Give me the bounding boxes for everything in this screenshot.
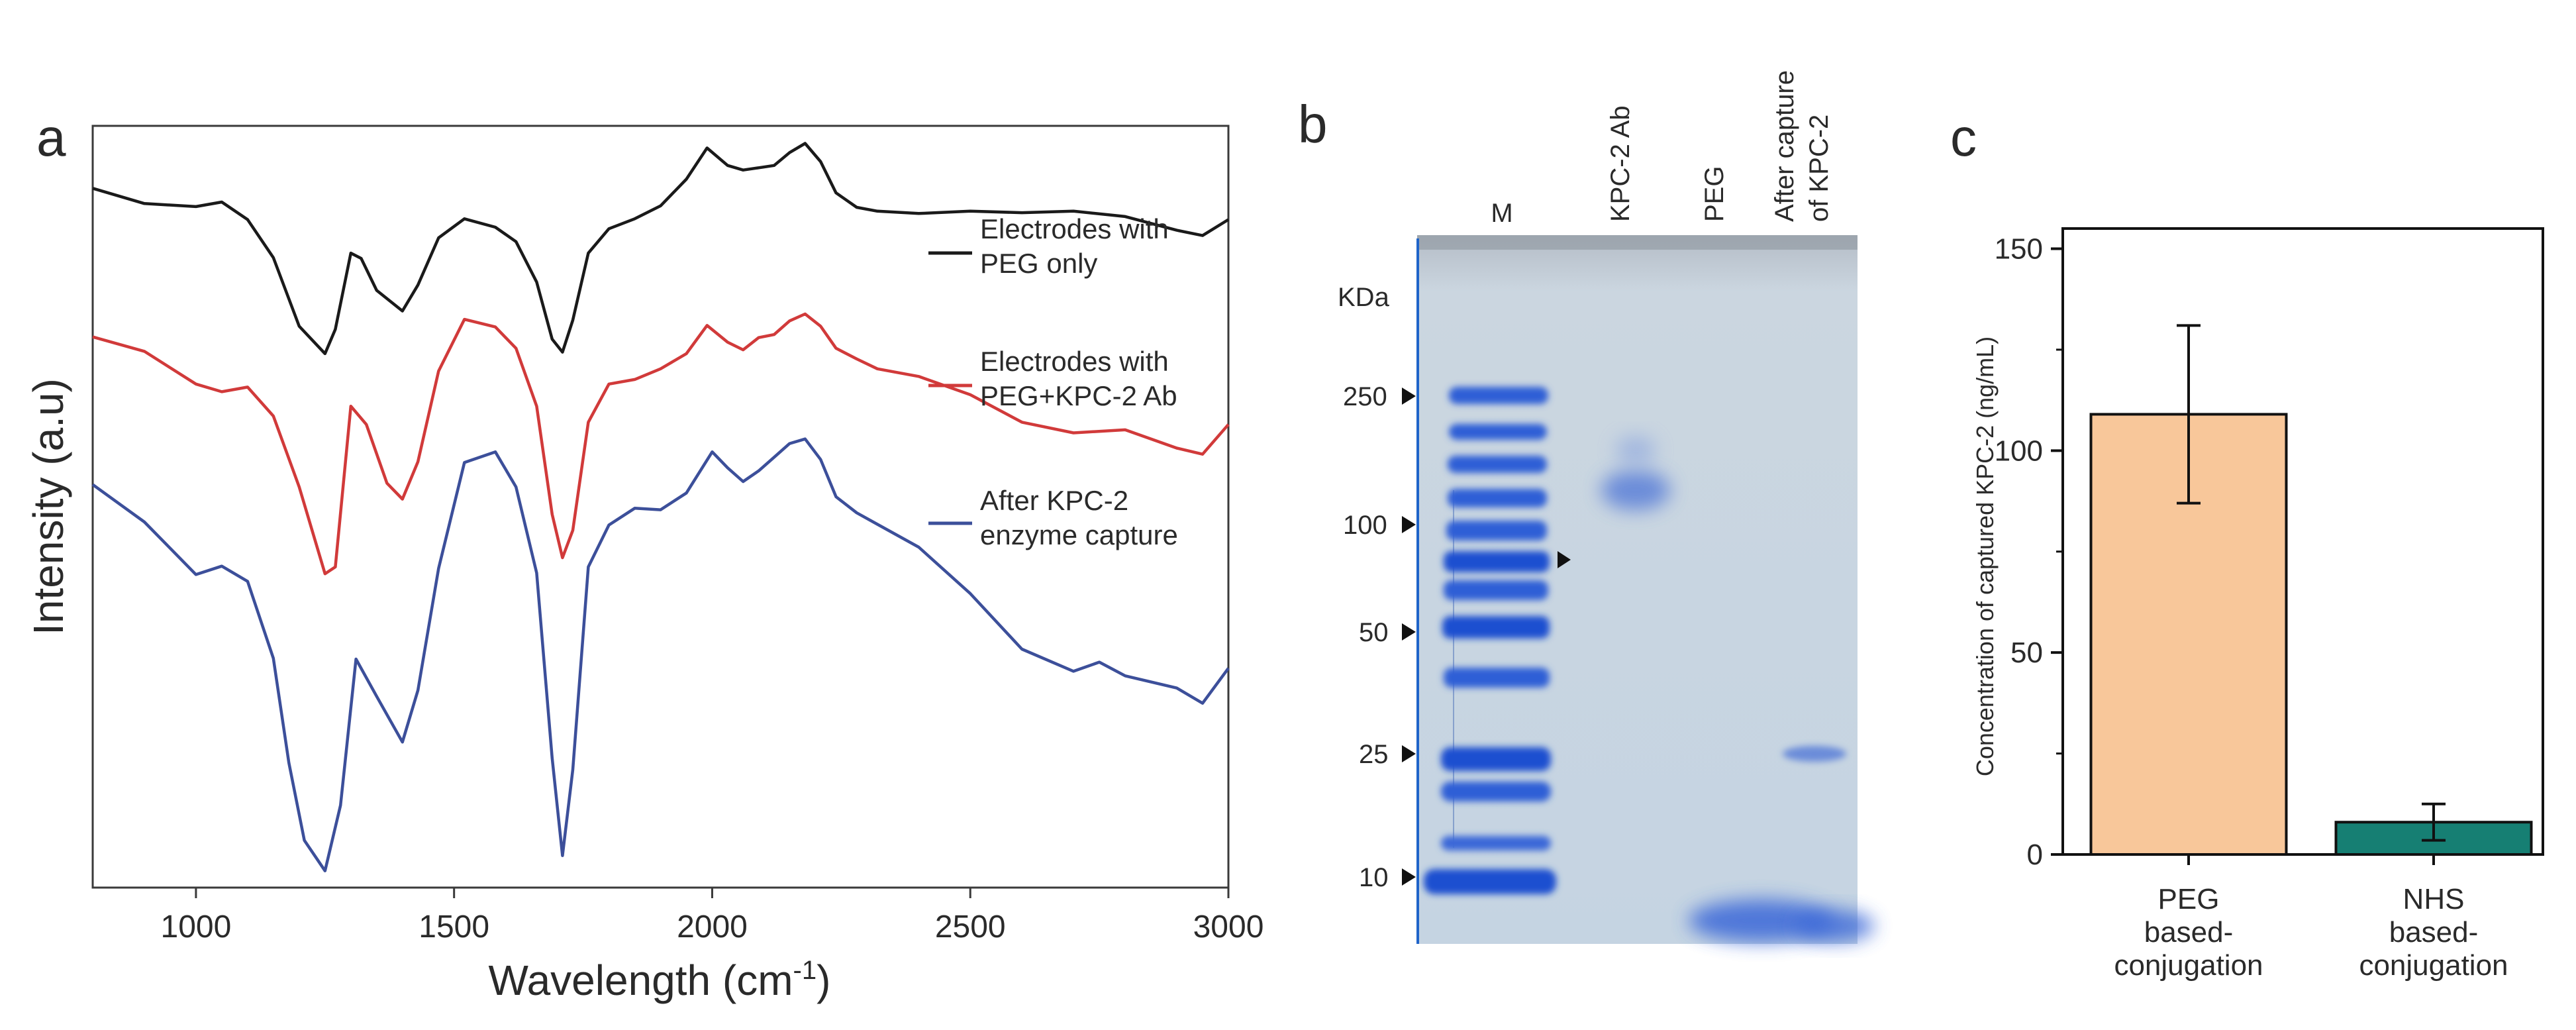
- ladder-band-7: [1444, 580, 1548, 600]
- ladder-internal-arrow: [1558, 551, 1571, 568]
- ladder-band-9: [1444, 668, 1550, 688]
- x-axis-tick-labels: 1000 1500 2000 2500 3000: [161, 909, 1264, 945]
- ladder-band-4: [1448, 489, 1547, 507]
- marker-labels: 250 100 50 25 10: [1343, 382, 1416, 892]
- category-label-nhs-1: based-: [2389, 916, 2479, 949]
- ladder-band-11: [1441, 782, 1551, 801]
- kpc-ab-band: [1601, 470, 1670, 510]
- ladder-band-12: [1441, 836, 1551, 850]
- lane-label-after-capture-2: of KPC-2: [1805, 115, 1834, 222]
- series-line-after-capture: [91, 437, 1230, 872]
- y-axis-title: Intensity (a.u): [25, 378, 72, 635]
- ladder-band-25: [1441, 747, 1551, 771]
- ladder-bands: [1424, 387, 1556, 894]
- panel-b-letter: b: [1298, 95, 1328, 154]
- ladder-band-250: [1449, 387, 1548, 404]
- panel-c-letter: c: [1950, 108, 1977, 167]
- category-label-peg-1: based-: [2144, 916, 2234, 949]
- marker-arrow-10: [1402, 868, 1416, 886]
- spectra-series: [91, 142, 1230, 872]
- lane-label-after-capture-1: After capture: [1770, 70, 1799, 222]
- capture-dye-front: [1795, 910, 1874, 942]
- ladder-band-10: [1424, 869, 1556, 894]
- captured-kpc-band: [1783, 746, 1846, 762]
- category-label-nhs-0: NHS: [2403, 883, 2465, 915]
- x-tick-label-2000: 2000: [677, 909, 748, 945]
- marker-arrow-25: [1402, 745, 1416, 762]
- plot-c-frame: [2061, 227, 2544, 856]
- gel-top-edge: [1417, 235, 1858, 250]
- y-tick-label-150: 150: [1995, 232, 2043, 265]
- legend-label-peg-kpc-ab-2: PEG+KPC-2 Ab: [980, 380, 1177, 411]
- x-axis-title: Wavelength (cm-1): [489, 956, 831, 1004]
- legend-label-peg-only-2: PEG only: [980, 248, 1097, 279]
- legend-label-after-capture-2: enzyme capture: [980, 519, 1178, 550]
- legend-label-peg-kpc-ab-1: Electrodes with: [980, 346, 1169, 377]
- bars: [2089, 413, 2533, 856]
- y-tick-label-0: 0: [2027, 839, 2043, 871]
- legend: Electrodes with PEG only Electrodes with…: [928, 213, 1178, 550]
- ladder-band-3: [1448, 456, 1547, 473]
- marker-arrow-100: [1402, 516, 1416, 533]
- y-axis-tick-labels: 0 50 100 150: [1995, 232, 2043, 871]
- category-label-peg-2: conjugation: [2114, 949, 2263, 982]
- ladder-band-2: [1449, 424, 1547, 440]
- category-label-nhs-2: conjugation: [2359, 949, 2508, 982]
- legend-label-after-capture-1: After KPC-2: [980, 485, 1128, 516]
- sds-page-gel: M KPC-2 Ab PEG After capture of KPC-2 KD…: [1338, 70, 1874, 944]
- ftir-spectra-chart: 1000 1500 2000 2500 3000 Intensity (a.u) Wav…: [25, 125, 1264, 1004]
- x-tick-label-1000: 1000: [161, 909, 232, 945]
- series-line-peg-kpc-ab: [92, 312, 1230, 576]
- ladder-band-100: [1446, 521, 1547, 541]
- marker-arrow-50: [1402, 623, 1416, 641]
- x-tick-label-2500: 2500: [935, 909, 1006, 945]
- error-bars: [2177, 324, 2446, 865]
- x-tick-label-1500: 1500: [419, 909, 489, 945]
- x-axis-ticks: [195, 888, 1230, 898]
- panel-a-letter: a: [36, 108, 66, 167]
- legend-label-peg-only-1: Electrodes with: [980, 213, 1169, 244]
- y-axis-title-c: Concentration of captured KPC-2 (ng/mL): [1971, 336, 1999, 776]
- marker-label-10: 10: [1359, 863, 1389, 892]
- marker-label-100: 100: [1343, 511, 1387, 540]
- y-tick-label-50: 50: [2010, 637, 2043, 669]
- series-line-peg-only: [92, 142, 1230, 356]
- marker-label-50: 50: [1359, 618, 1389, 647]
- lane-label-peg: PEG: [1700, 166, 1729, 222]
- x-tick-label-3000: 3000: [1193, 909, 1264, 945]
- marker-arrow-250: [1402, 387, 1416, 405]
- ladder-band-50: [1442, 616, 1550, 639]
- kda-unit-label: KDa: [1338, 283, 1390, 312]
- kpc-ab-smear: [1616, 436, 1656, 465]
- lane-label-m: M: [1491, 199, 1512, 228]
- marker-label-25: 25: [1359, 740, 1389, 769]
- lane-label-kpc-ab: KPC-2 Ab: [1606, 105, 1635, 222]
- marker-label-250: 250: [1343, 382, 1387, 411]
- y-axis-ticks: [2051, 247, 2063, 856]
- category-label-peg-0: PEG: [2158, 883, 2220, 915]
- plot-a-frame: [91, 125, 1230, 889]
- y-tick-label-100: 100: [1995, 435, 2043, 467]
- ladder-band-6: [1444, 551, 1550, 572]
